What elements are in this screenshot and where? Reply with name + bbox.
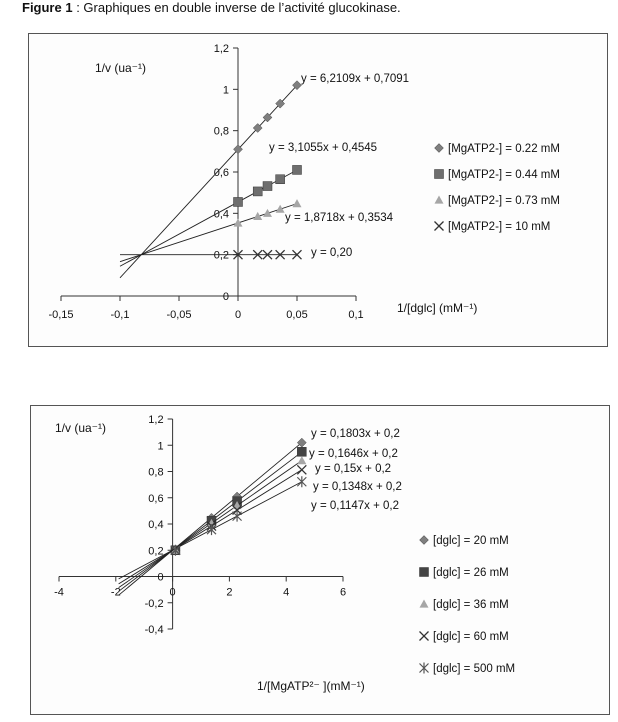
c1-equation-label-3: y = 1,8718x + 0,3534 bbox=[285, 212, 394, 224]
c2-legend-entry-2: [dglc] = 26 mM bbox=[433, 567, 509, 579]
chart-2-svg: -4 -2 0 2 4 6 -0,4 -0,2 0 0,2 0,4 0,6 0,8 1 1,2 1/v (ua… bbox=[54, 414, 515, 693]
c2-legend-entry-4: [dglc] = 60 mM bbox=[433, 631, 509, 643]
c1-series-4-point bbox=[233, 249, 243, 260]
c2-x-tick-label: 6 bbox=[340, 587, 346, 599]
c1-x-tick-label: -0,1 bbox=[111, 309, 130, 321]
c2-series-3-point bbox=[297, 456, 307, 465]
c2-series-5-point bbox=[170, 544, 181, 556]
c2-y-tick-label: 1 bbox=[157, 440, 163, 452]
c2-series-4-point bbox=[296, 464, 307, 475]
c1-equation-label-4: y = 0,20 bbox=[311, 247, 352, 259]
c2-x-tick-label: -4 bbox=[54, 587, 64, 599]
c1-y-tick-label: 0,8 bbox=[214, 126, 229, 138]
c2-y-tick-label: 0,6 bbox=[148, 493, 163, 505]
c1-legend-entry-4: [MgATP2-] = 10 mM bbox=[448, 221, 550, 233]
c2-x-axis-title: 1/[MgATP²⁻ ](mM⁻¹) bbox=[257, 679, 365, 693]
c2-legend-marker-2 bbox=[419, 567, 429, 577]
c1-series-1-point bbox=[262, 112, 273, 123]
c1-y-tick-label: 0,4 bbox=[214, 208, 229, 220]
c1-trendline-3 bbox=[119, 203, 298, 263]
c1-x-tick-label: 0 bbox=[235, 309, 241, 321]
figure-caption: Figure 1 : Graphiques en double inverse … bbox=[22, 0, 401, 16]
c1-series-3-point bbox=[292, 199, 302, 208]
c1-series-4-point bbox=[292, 249, 302, 260]
c2-legend-marker-4 bbox=[419, 631, 429, 641]
c2-y-axis-title: 1/v (ua⁻¹) bbox=[55, 421, 106, 435]
c2-legend-marker-5 bbox=[419, 662, 429, 674]
c1-series-2-point bbox=[275, 174, 285, 184]
c1-x-tick-label: -0,05 bbox=[166, 309, 191, 321]
c2-x-tick-label: 2 bbox=[226, 587, 232, 599]
c1-x-tick-label: 0,05 bbox=[286, 309, 307, 321]
chart-1-svg: -0,15 -0,1 -0,05 0 0,05 0,1 0 0,2 0,4 0,6 0,8 1 1,2 1… bbox=[48, 43, 560, 321]
c1-x-tick-label: -0,15 bbox=[48, 309, 73, 321]
c1-legend-entry-3: [MgATP2-] = 0.73 mM bbox=[448, 195, 560, 207]
c2-legend-entry-5: [dglc] = 500 mM bbox=[433, 663, 515, 675]
c1-y-axis-title: 1/v (ua⁻¹) bbox=[95, 61, 146, 75]
c2-x-tick-label: 0 bbox=[170, 587, 176, 599]
c2-series-5-point bbox=[206, 524, 217, 536]
c1-series-3-point bbox=[233, 218, 243, 227]
c1-equation-label-2: y = 3,1055x + 0,4545 bbox=[269, 142, 377, 154]
figure-caption-text: : Graphiques en double inverse de l’acti… bbox=[72, 0, 401, 15]
c1-legend-marker-3 bbox=[434, 195, 444, 204]
chart-glucose-reciprocal: -0,15 -0,1 -0,05 0 0,05 0,1 0 0,2 0,4 0,6 0,8 1 1,2 1… bbox=[28, 33, 608, 347]
c1-series-1-point bbox=[292, 80, 302, 91]
c1-series-1-point bbox=[233, 144, 243, 155]
c1-legend-marker-4 bbox=[434, 221, 444, 231]
c1-y-tick-label: 0,2 bbox=[214, 250, 229, 262]
c2-legend-marker-3 bbox=[419, 599, 429, 608]
c2-y-tick-label: 1,2 bbox=[148, 414, 163, 426]
c1-y-tick-label: 1 bbox=[223, 84, 229, 96]
c1-series-2-point bbox=[292, 165, 302, 175]
c2-series-5-point bbox=[232, 510, 242, 522]
c2-y-tick-label: 0,2 bbox=[148, 545, 163, 557]
c1-series-3-point bbox=[253, 211, 263, 221]
c1-series-1-point bbox=[252, 123, 263, 133]
c2-series-5-point bbox=[296, 476, 307, 488]
c2-y-tick-label: -0,4 bbox=[145, 624, 164, 636]
figure-label: Figure 1 bbox=[22, 0, 73, 15]
c2-legend-entry-3: [dglc] = 36 mM bbox=[433, 599, 509, 611]
c2-x-tick-label: 4 bbox=[283, 587, 289, 599]
c1-legend-marker-2 bbox=[434, 169, 444, 179]
c1-legend-marker-1 bbox=[434, 143, 444, 153]
c1-legend-entry-1: [MgATP2-] = 0.22 mM bbox=[448, 143, 560, 155]
c2-equation-label-4: y = 0,1348x + 0,2 bbox=[313, 481, 402, 493]
c2-y-tick-label: 0,8 bbox=[148, 467, 163, 479]
c2-y-tick-label: 0 bbox=[157, 572, 163, 584]
c1-series-2-point bbox=[262, 181, 273, 191]
c1-series-3-point bbox=[263, 208, 272, 217]
c1-series-2-point bbox=[252, 186, 263, 197]
c1-equation-label-1: y = 6,2109x + 0,7091 bbox=[301, 73, 409, 85]
chart-mgatp-reciprocal: -4 -2 0 2 4 6 -0,4 -0,2 0 0,2 0,4 0,6 0,8 1 1,2 1/v (ua… bbox=[30, 405, 610, 715]
c2-equation-label-2: y = 0,1646x + 0,2 bbox=[309, 448, 398, 460]
c2-legend-marker-1 bbox=[419, 535, 429, 545]
c2-series-2-point bbox=[297, 447, 307, 457]
c2-equation-label-1: y = 0,1803x + 0,2 bbox=[311, 428, 400, 440]
c2-x-tick-label: -2 bbox=[111, 587, 121, 599]
c1-series-3-point bbox=[275, 204, 285, 213]
c1-legend-entry-2: [MgATP2-] = 0.44 mM bbox=[448, 169, 560, 181]
c1-x-tick-label: 0,1 bbox=[348, 309, 363, 321]
c1-y-tick-label: 1,2 bbox=[214, 43, 229, 55]
c1-y-tick-label: 0 bbox=[223, 291, 229, 303]
c2-equation-label-3: y = 0,15x + 0,2 bbox=[315, 463, 391, 475]
c1-series-4-point bbox=[252, 249, 263, 260]
c1-y-tick-label: 0,6 bbox=[214, 167, 229, 179]
c2-equation-label-5: y = 0,1147x + 0,2 bbox=[311, 500, 399, 512]
c1-series-4-point bbox=[275, 249, 286, 260]
c1-series-4-point bbox=[262, 249, 273, 260]
c1-x-axis-title: 1/[dglc] (mM⁻¹) bbox=[397, 301, 477, 315]
c1-series-1-point bbox=[275, 98, 285, 109]
c2-y-tick-label: 0,4 bbox=[148, 519, 163, 531]
c2-legend-entry-1: [dglc] = 20 mM bbox=[433, 535, 509, 547]
c2-y-tick-label: -0,2 bbox=[145, 598, 164, 610]
c1-series-2-point bbox=[233, 197, 243, 207]
